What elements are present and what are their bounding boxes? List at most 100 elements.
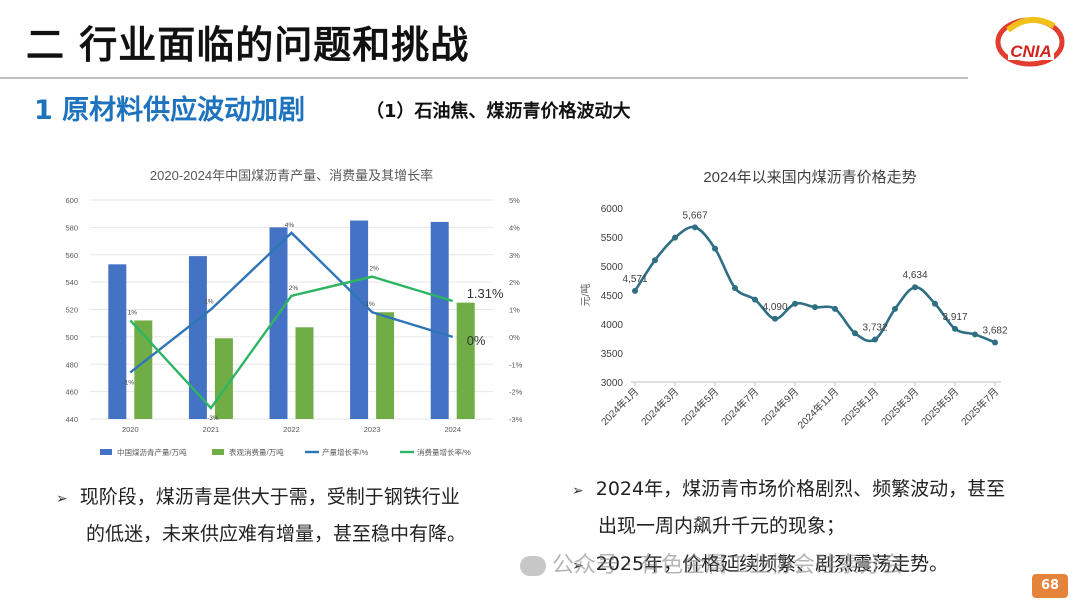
legend-label: 表观消费量/万吨 <box>229 447 284 457</box>
y2-tick-label: -2% <box>509 388 523 397</box>
legend-label: 产量增长率/% <box>322 447 369 457</box>
bar <box>295 327 314 419</box>
data-point <box>712 245 718 252</box>
data-point <box>752 296 758 303</box>
y2-tick-label: 3% <box>509 251 520 260</box>
y-tick-label: 4000 <box>601 320 624 331</box>
bullet-line: 2025年，价格延续频繁、剧烈震荡走势。 <box>595 553 949 575</box>
y-tick-label: 540 <box>65 278 78 287</box>
y-tick-label: 560 <box>65 251 78 260</box>
chart-title: 2024年以来国内煤沥青价格走势 <box>703 169 916 186</box>
data-label: 5,667 <box>682 210 707 221</box>
data-label: -1% <box>123 379 135 386</box>
data-point <box>912 284 918 291</box>
y2-tick-label: 0% <box>509 333 520 342</box>
right-bullet-1: ➢ 2024年，煤沥青市场价格剧烈、频繁波动，甚至 出现一周内飙升千元的现象； <box>572 472 1005 544</box>
data-point <box>932 300 938 307</box>
x-tick-label: 2025年1月 <box>838 385 881 428</box>
legend-label: 消费量增长率/% <box>417 447 471 457</box>
data-label: 1% <box>365 301 375 308</box>
subsection-title: （1）石油焦、煤沥青价格波动大 <box>366 101 631 122</box>
y-tick-label: 600 <box>65 196 78 205</box>
title-divider <box>0 77 968 79</box>
x-tick-label: 2025年7月 <box>958 385 1001 428</box>
y-tick-label: 6000 <box>601 204 624 215</box>
data-point <box>972 331 978 338</box>
y2-tick-label: 5% <box>509 196 520 205</box>
bullet-arrow-icon: ➢ <box>572 558 584 574</box>
data-point <box>692 224 698 231</box>
data-label: 1% <box>204 299 214 306</box>
price-line <box>633 225 996 344</box>
bullet-line: 2024年，煤沥青市场价格剧烈、频繁波动，甚至 <box>595 478 1006 500</box>
x-tick-label: 2021 <box>203 425 220 434</box>
y2-tick-label: 1% <box>509 306 520 315</box>
y-tick-label: 5500 <box>601 233 624 244</box>
bar <box>108 264 127 419</box>
data-label: 4,571 <box>622 274 647 285</box>
data-point <box>812 304 818 311</box>
y-tick-label: 460 <box>65 388 78 397</box>
data-point <box>952 325 958 332</box>
x-tick-label: 2024年3月 <box>638 385 681 428</box>
bar <box>269 227 288 419</box>
bar <box>350 220 369 419</box>
data-point <box>992 339 998 346</box>
data-label: 2% <box>369 266 379 273</box>
bar <box>376 312 395 419</box>
y2-tick-label: -3% <box>509 415 523 424</box>
bar <box>188 256 207 419</box>
data-point <box>892 305 898 312</box>
legend-swatch <box>212 449 224 455</box>
y2-tick-label: 2% <box>509 278 520 287</box>
x-tick-label: 2024年9月 <box>758 385 801 428</box>
cnia-logo: CNIA <box>988 12 1068 74</box>
data-point <box>632 287 638 294</box>
data-point <box>832 305 838 312</box>
section-title: 1 原材料供应波动加剧 <box>34 95 306 126</box>
data-point <box>772 315 778 322</box>
y-tick-label: 3000 <box>601 378 624 389</box>
x-tick-label: 2024年11月 <box>795 385 841 431</box>
bullet-line: 出现一周内飙升千元的现象； <box>598 515 846 537</box>
data-label: -3% <box>207 415 219 422</box>
x-tick-label: 2024年7月 <box>718 385 761 428</box>
data-point <box>852 330 858 337</box>
legend-swatch <box>100 449 112 455</box>
y-tick-label: 5000 <box>601 262 624 273</box>
data-label: 4,090 <box>762 302 787 313</box>
logo-text: CNIA <box>1010 42 1052 61</box>
y-tick-label: 440 <box>65 415 78 424</box>
data-label: 3,682 <box>982 325 1007 336</box>
y2-tick-label: -1% <box>509 360 523 369</box>
y-tick-label: 520 <box>65 306 78 315</box>
x-tick-label: 2025年5月 <box>918 385 961 428</box>
data-label: 0% <box>467 333 486 348</box>
chart-title: 2020-2024年中国煤沥青产量、消费量及其增长率 <box>150 168 433 183</box>
x-tick-label: 2024年5月 <box>678 385 721 428</box>
x-tick-label: 2024年1月 <box>598 385 641 428</box>
data-point <box>792 300 798 307</box>
bullet-arrow-icon: ➢ <box>56 491 68 507</box>
data-label: 2% <box>289 285 299 292</box>
x-tick-label: 2025年3月 <box>878 385 921 428</box>
x-tick-label: 2024 <box>444 425 461 434</box>
bar <box>456 302 475 419</box>
series-line <box>129 275 454 410</box>
data-point <box>672 234 678 241</box>
x-tick-label: 2020 <box>122 425 139 434</box>
right-bullet-2: ➢ 2025年，价格延续频繁、剧烈震荡走势。 <box>572 547 948 584</box>
bullet-line: 现阶段，煤沥青是供大于需，受制于钢铁行业 <box>79 486 460 508</box>
price-trend-chart: 2024年以来国内煤沥青价格走势 6000 5500 5000 4500 4000 3500… <box>579 169 1008 431</box>
production-consumption-chart: 2020-2024年中国煤沥青产量、消费量及其增长率 600 580 560 540 52… <box>65 168 523 457</box>
bullet-arrow-icon: ➢ <box>572 483 584 499</box>
data-label: 1.31% <box>467 286 504 301</box>
y-tick-label: 580 <box>65 223 78 232</box>
data-label: 3,732 <box>862 323 887 334</box>
y-tick-label: 3500 <box>601 349 624 360</box>
x-tick-label: 2022 <box>283 425 300 434</box>
page-number: 68 <box>1032 574 1068 598</box>
data-point <box>872 336 878 343</box>
bar <box>214 338 233 419</box>
x-tick-label: 2023 <box>364 425 381 434</box>
